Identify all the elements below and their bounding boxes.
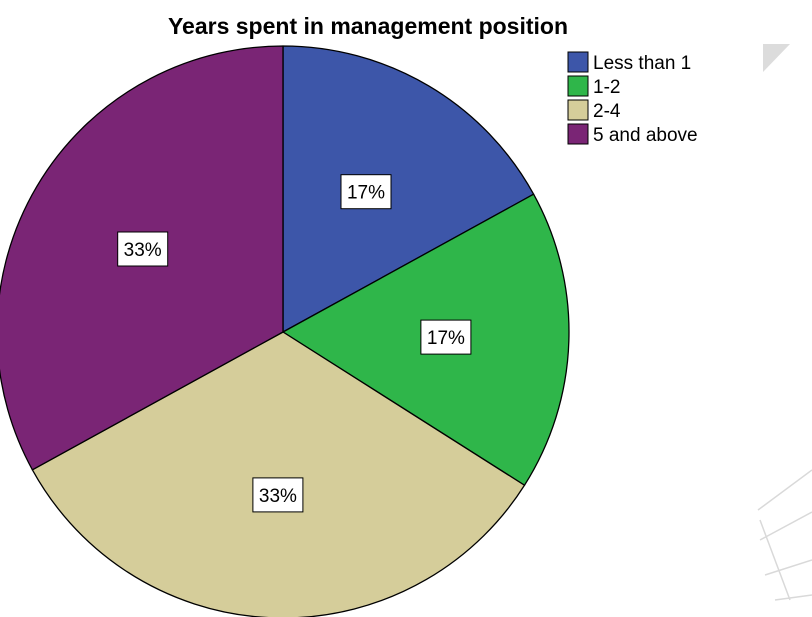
- legend-label-1-2: 1-2: [593, 77, 620, 98]
- data-label-box-less-than-1: [340, 174, 392, 210]
- data-label-less-than-1: 17%: [347, 183, 385, 204]
- legend-swatch-5-and-above: [567, 123, 589, 145]
- data-label-box-2-4: [252, 477, 304, 513]
- pie-slice-2-4: [31, 331, 526, 617]
- legend-label-2-4: 2-4: [593, 101, 621, 122]
- data-label-box-1-2: [420, 319, 472, 355]
- legend: Less than 1 1-2 2-4 5 and above: [567, 51, 698, 146]
- pie-slice-less-than-1: [282, 45, 535, 333]
- data-label-5-and-above: 33%: [124, 240, 162, 261]
- data-label-1-2: 17%: [427, 328, 465, 349]
- background-decoration: [757, 44, 812, 601]
- chart-title: Years spent in management position: [168, 13, 568, 39]
- pie-slices: [0, 45, 570, 617]
- legend-swatch-less-than-1: [567, 51, 589, 73]
- legend-swatch-1-2: [567, 75, 589, 97]
- legend-swatch-2-4: [567, 99, 589, 121]
- legend-label-5-and-above: 5 and above: [593, 125, 698, 146]
- corner-artifact-lines: [757, 469, 812, 601]
- data-label-box-5-and-above: [117, 231, 169, 267]
- legend-label-less-than-1: Less than 1: [593, 53, 691, 74]
- corner-artifact-shape: [763, 44, 790, 72]
- data-label-2-4: 33%: [259, 486, 297, 507]
- data-labels: 17% 17% 33% 33%: [117, 174, 472, 513]
